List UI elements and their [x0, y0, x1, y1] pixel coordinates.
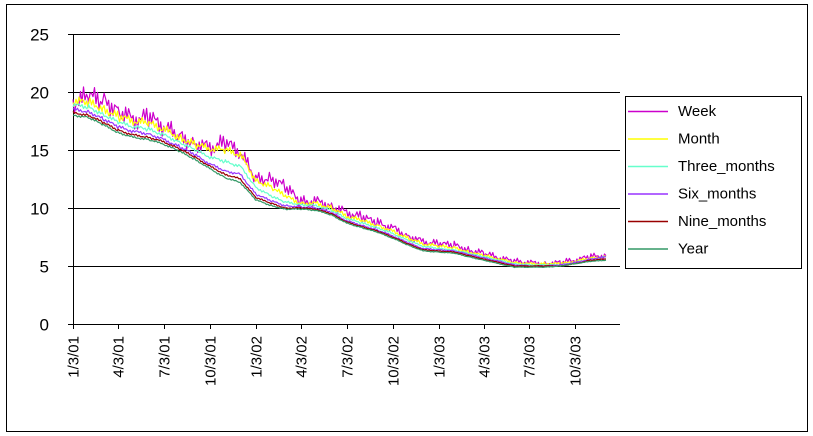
x-tick-label: 10/3/03 [568, 336, 585, 386]
series-line-nine-months [72, 111, 606, 267]
legend-label: Nine_months [678, 213, 766, 230]
series-line-six-months [72, 107, 607, 268]
legend-label: Month [678, 131, 720, 148]
x-tick-label: 7/3/03 [522, 336, 539, 378]
series-line-week [72, 86, 607, 268]
series-line-month [72, 96, 607, 266]
series-lines [72, 86, 607, 269]
legend: Week Month Three_months Six_months Nine_mont… [625, 96, 802, 269]
x-tick-label: 10/3/02 [386, 336, 403, 386]
legend-label: Three_months [678, 158, 775, 175]
x-tick-label: 7/3/02 [340, 336, 357, 378]
legend-box [625, 96, 802, 269]
x-tick-label: 4/3/03 [477, 336, 494, 378]
x-tick-label: 4/3/01 [111, 336, 128, 378]
y-tick-label: 15 [30, 142, 49, 161]
y-tick-label: 25 [30, 26, 49, 45]
axes: 0 5 10 15 20 25 1/3/01 4/3/01 7/3/01 10/3/01 1/3/0… [30, 26, 620, 386]
x-tick-label: 1/3/03 [432, 336, 449, 378]
series-line-three-months [72, 103, 607, 267]
y-tick-label: 5 [40, 258, 49, 277]
x-tick-label: 1/3/02 [249, 336, 266, 378]
legend-label: Year [678, 241, 708, 258]
x-tick-label: 10/3/01 [203, 336, 220, 386]
series-line-year [72, 114, 607, 269]
y-tick-label: 20 [30, 84, 49, 103]
x-tick-label: 7/3/01 [157, 336, 174, 378]
y-tick-label: 10 [30, 200, 49, 219]
x-tick-label: 1/3/01 [66, 336, 83, 378]
legend-label: Week [678, 103, 717, 120]
legend-label: Six_months [678, 186, 756, 203]
x-tick-label: 4/3/02 [294, 336, 311, 378]
y-tick-label: 0 [40, 316, 49, 335]
